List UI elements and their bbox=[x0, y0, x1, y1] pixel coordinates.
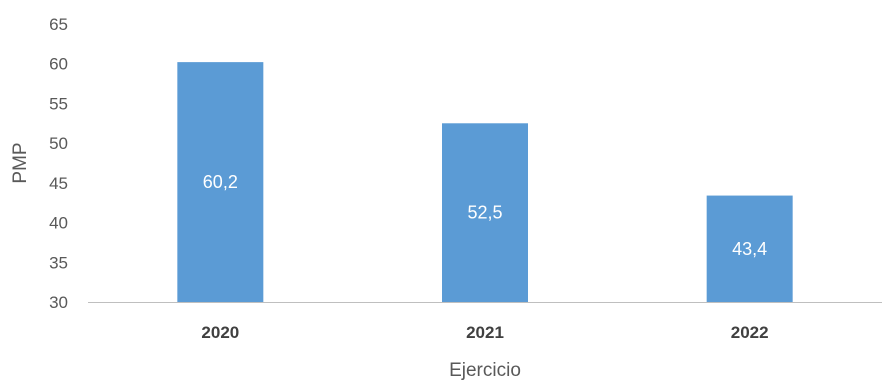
data-label-2020: 60,2 bbox=[203, 172, 238, 192]
x-axis-title: Ejercicio bbox=[449, 360, 521, 381]
y-tick-label-2: 40 bbox=[49, 214, 68, 233]
bar-2020 bbox=[177, 62, 264, 302]
y-tick-label-1: 35 bbox=[49, 253, 68, 272]
x-tick-label-2020: 2020 bbox=[201, 323, 239, 342]
x-tick-label-2021: 2021 bbox=[466, 323, 504, 342]
bar-2022 bbox=[706, 195, 793, 302]
y-tick-label-4: 50 bbox=[49, 134, 68, 153]
y-tick-label-3: 45 bbox=[49, 174, 68, 193]
bar-2021 bbox=[442, 123, 528, 303]
x-tick-label-2022: 2022 bbox=[731, 323, 769, 342]
x-axis-categories: 2020 2021 2022 bbox=[201, 323, 768, 342]
y-tick-label-0: 30 bbox=[49, 293, 68, 312]
data-label-2021: 52,5 bbox=[467, 203, 502, 223]
data-label-2022: 43,4 bbox=[732, 239, 767, 259]
y-axis-title: PMP bbox=[10, 142, 31, 183]
bars: 60,2 52,5 43,4 bbox=[177, 62, 793, 303]
y-tick-label-7: 65 bbox=[49, 15, 68, 34]
y-tick-label-5: 55 bbox=[49, 94, 68, 113]
y-axis-ticks: 30 35 40 45 50 55 60 65 bbox=[49, 15, 68, 312]
y-tick-label-6: 60 bbox=[49, 55, 68, 74]
